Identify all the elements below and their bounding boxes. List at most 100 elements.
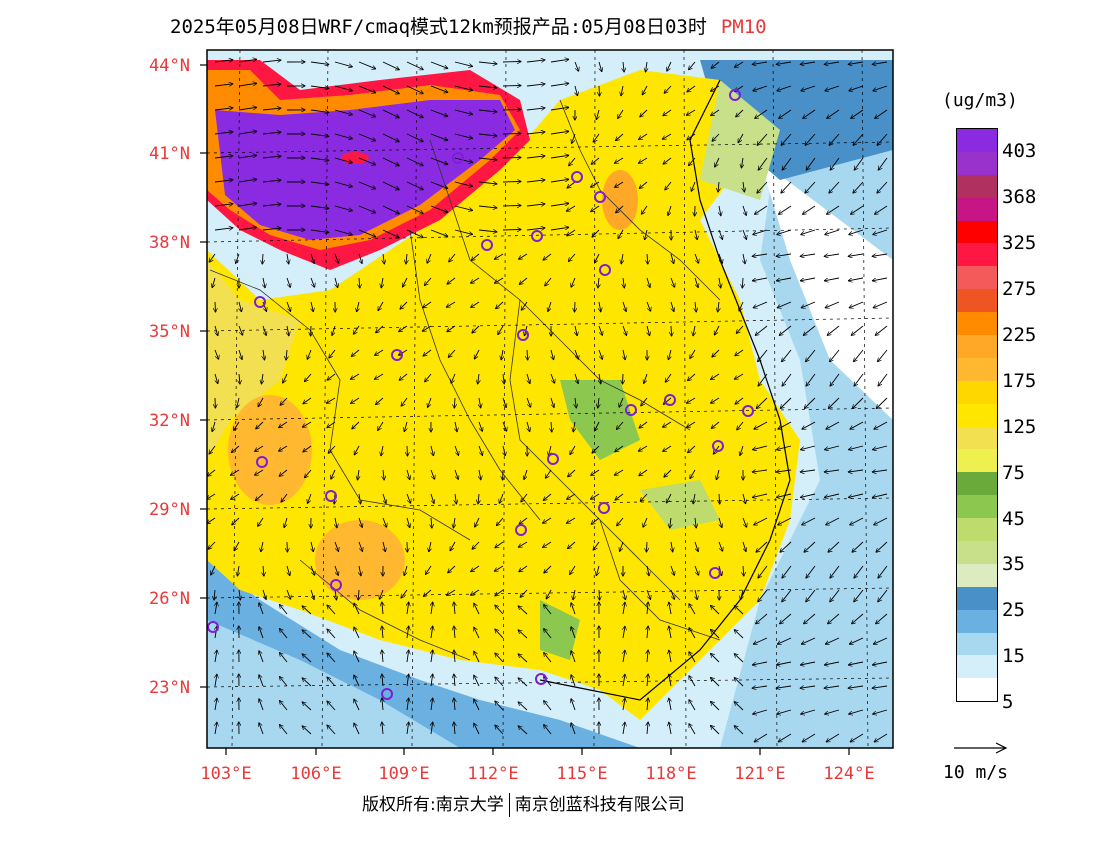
city-marker <box>452 152 464 164</box>
wind-arrow <box>526 156 545 158</box>
city-marker <box>381 688 393 700</box>
wind-arrow <box>778 421 792 429</box>
wind-arrow <box>430 85 448 92</box>
lon-label: 106°E <box>290 764 342 784</box>
wind-arrow <box>777 637 792 644</box>
wind-arrow <box>454 469 458 479</box>
wind-arrow <box>549 445 552 456</box>
wind-arrow <box>734 373 744 379</box>
wind-arrow <box>494 565 504 571</box>
wind-arrow <box>334 109 352 115</box>
wind-arrow <box>495 677 504 687</box>
wind-arrow <box>802 421 816 429</box>
wind-arrow <box>280 629 288 639</box>
legend-label: 75 <box>1002 462 1025 484</box>
wind-arrow <box>544 701 552 711</box>
wind-arrow <box>623 698 625 711</box>
wind-arrow <box>262 589 266 600</box>
wind-arrow <box>474 349 480 359</box>
wind-arrow <box>406 157 423 166</box>
wind-arrow <box>334 85 352 91</box>
wind-arrow <box>801 229 816 235</box>
wind-arrow <box>689 700 696 711</box>
wind-arrow <box>850 517 864 525</box>
wind-arrow <box>238 59 257 63</box>
wind-arrow <box>850 421 864 429</box>
color-bar-segment <box>957 380 997 404</box>
wind-arrow <box>718 301 719 312</box>
wind-arrow <box>406 205 423 214</box>
wind-arrow <box>623 373 624 384</box>
legend-label: 5 <box>1002 691 1014 713</box>
wind-arrow <box>526 180 545 182</box>
wind-arrow <box>754 733 768 742</box>
wind-arrow <box>376 325 384 333</box>
wind-arrow <box>829 133 840 145</box>
wind-arrow <box>279 421 288 428</box>
wind-arrow <box>334 133 352 139</box>
wind-arrow <box>777 301 792 308</box>
wind-arrow <box>430 181 448 188</box>
city-marker <box>254 296 266 308</box>
wind-arrow <box>478 373 479 384</box>
wind-arrow <box>454 445 459 455</box>
wind-arrow <box>742 517 747 527</box>
wind-arrow <box>302 726 312 735</box>
wind-arrow <box>642 85 648 95</box>
city-marker <box>594 191 606 203</box>
wind-arrow <box>519 253 528 259</box>
wind-arrow <box>687 397 696 403</box>
wind-arrow <box>591 517 600 524</box>
wind-arrow <box>214 84 233 86</box>
wind-arrow <box>287 325 289 336</box>
wind-arrow <box>526 60 545 62</box>
wind-arrow <box>262 325 266 335</box>
wind-arrow <box>454 157 473 162</box>
wind-arrow <box>287 565 290 576</box>
wind-arrow <box>691 181 696 191</box>
wind-arrow <box>574 349 579 359</box>
wind-arrow <box>591 157 600 164</box>
wind-arrow <box>238 83 257 87</box>
wind-arrow <box>615 493 624 500</box>
wind-arrow <box>261 541 263 552</box>
wind-arrow <box>665 373 672 382</box>
city-marker <box>742 405 754 417</box>
wind-arrow <box>382 181 399 190</box>
copyright-right: 南京创蓝科技有限公司 <box>514 795 685 815</box>
wind-arrow <box>310 205 329 208</box>
wind-arrow <box>571 627 576 639</box>
wind-arrow <box>567 493 576 499</box>
wind-arrow <box>738 133 744 143</box>
wind-arrow <box>207 493 216 499</box>
wind-arrow <box>827 109 840 119</box>
wind-arrow <box>354 445 360 455</box>
wind-arrow <box>695 301 696 312</box>
city-marker <box>598 502 610 514</box>
wind-arrow <box>804 397 816 409</box>
wind-arrow <box>874 517 888 525</box>
wind-arrow <box>214 132 233 134</box>
wind-arrow <box>824 493 840 497</box>
wind-arrow <box>830 157 840 170</box>
wind-arrow <box>873 301 888 308</box>
wind-arrow <box>623 589 626 600</box>
wind-arrow <box>327 629 336 639</box>
wind-arrow <box>478 206 497 208</box>
wind-arrow <box>848 62 864 64</box>
wind-arrow <box>618 229 624 239</box>
wind-arrow <box>231 469 240 475</box>
color-bar-segment <box>957 563 997 587</box>
copyright-left: 版权所有:南京大学 <box>362 795 504 815</box>
wind-arrow <box>214 156 233 158</box>
wind-arrow <box>776 661 792 665</box>
wind-arrow <box>591 181 600 187</box>
concentration-field <box>207 50 893 748</box>
wind-arrow <box>526 84 545 86</box>
wind-arrow <box>358 157 376 165</box>
wind-arrow <box>623 674 625 687</box>
wind-arrow <box>454 698 455 711</box>
wind-arrow <box>872 470 888 472</box>
lat-label: 23°N <box>149 678 190 698</box>
wind-arrow <box>524 469 528 480</box>
